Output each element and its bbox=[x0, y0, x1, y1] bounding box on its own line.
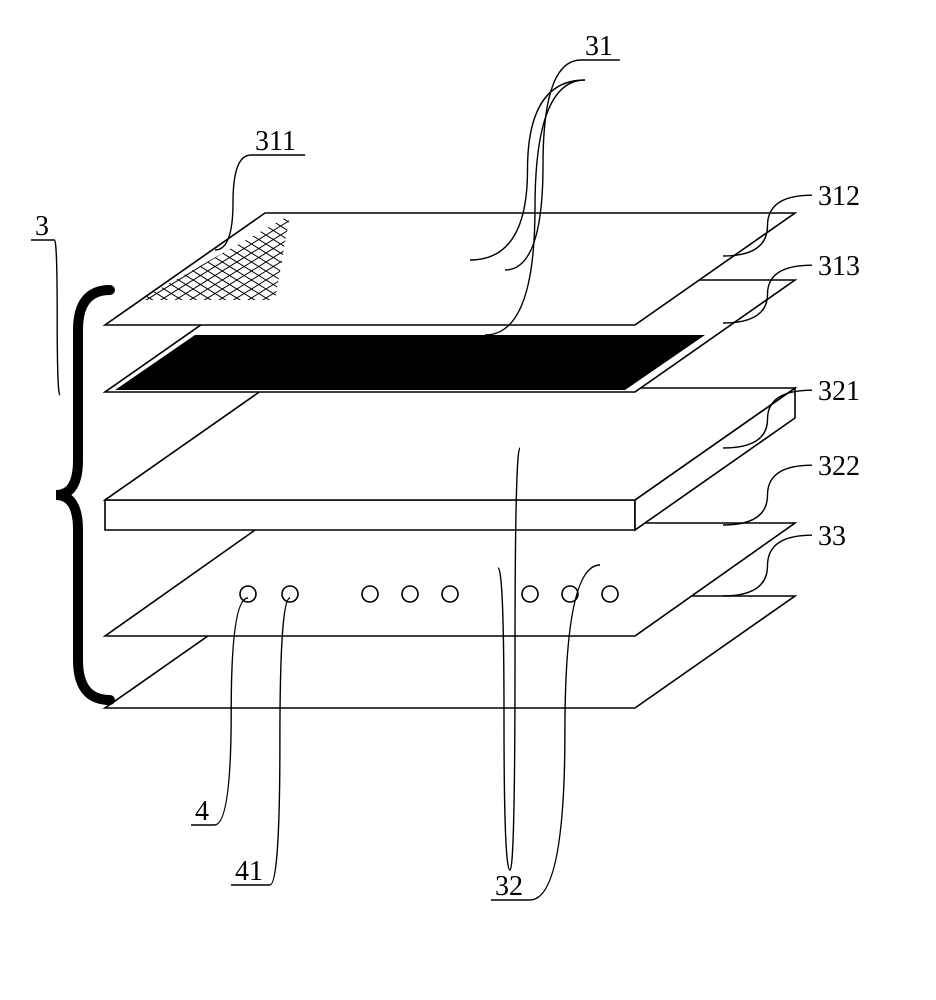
label-L4: 4 bbox=[195, 796, 209, 827]
layer-321-front bbox=[105, 500, 635, 530]
hole-1 bbox=[282, 586, 298, 602]
label-L33: 33 bbox=[818, 521, 846, 552]
label-L313: 313 bbox=[818, 251, 860, 282]
hole-0 bbox=[240, 586, 256, 602]
label-L311: 311 bbox=[255, 126, 296, 157]
diagram-canvas: 3131131231332132233332441 bbox=[0, 0, 936, 1000]
dark-band-313 bbox=[115, 335, 705, 390]
label-L3: 3 bbox=[35, 211, 49, 242]
hole-4 bbox=[442, 586, 458, 602]
label-L41: 41 bbox=[235, 856, 263, 887]
hole-2 bbox=[362, 586, 378, 602]
hole-3 bbox=[402, 586, 418, 602]
leader-L322 bbox=[723, 465, 812, 525]
label-L322: 322 bbox=[818, 451, 860, 482]
label-L321: 321 bbox=[818, 376, 860, 407]
hole-5 bbox=[522, 586, 538, 602]
label-L32: 32 bbox=[495, 871, 523, 902]
label-L312: 312 bbox=[818, 181, 860, 212]
leader-L3 bbox=[54, 240, 60, 395]
hole-7 bbox=[602, 586, 618, 602]
brace-3 bbox=[56, 290, 110, 700]
label-L31: 31 bbox=[585, 31, 613, 62]
